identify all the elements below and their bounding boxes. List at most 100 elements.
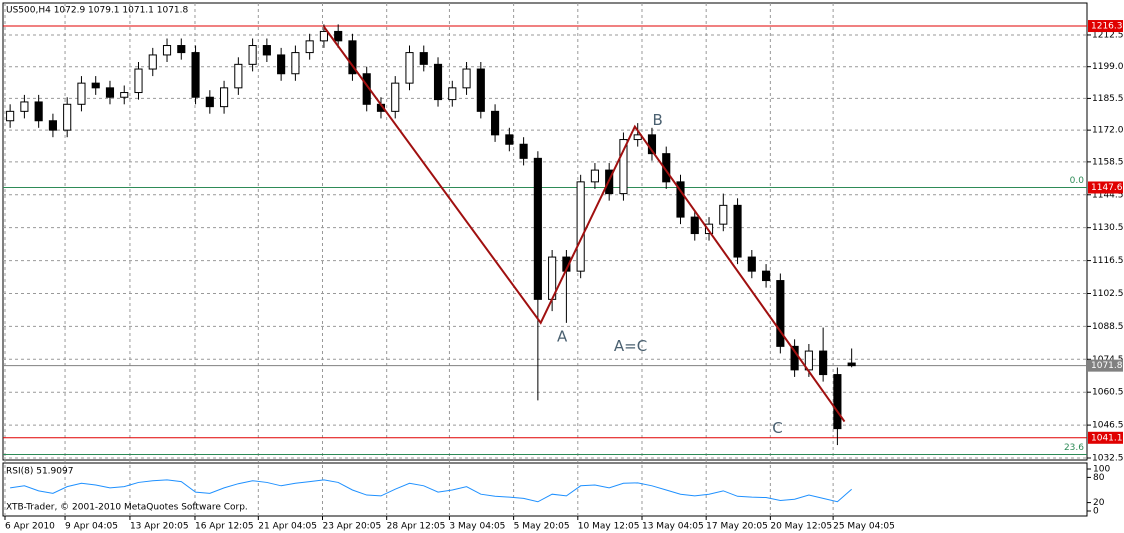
candle-body: [747, 256, 756, 272]
y-tick-label: 1185.5: [1092, 94, 1124, 104]
x-tick-label: 5 May 20:05: [514, 522, 570, 532]
candle-body: [291, 52, 300, 75]
annotation: B: [653, 111, 663, 129]
candle-body: [177, 45, 186, 54]
candle-body: [6, 110, 15, 122]
candle-body: [690, 216, 699, 235]
candle-body: [191, 52, 200, 98]
grid: [3, 3, 1087, 516]
level-box: [1088, 20, 1123, 33]
candle-body: [334, 30, 343, 42]
y-tick-label: 1212.5: [1092, 30, 1124, 40]
candle-body: [348, 40, 357, 75]
rsi-line: [10, 479, 852, 503]
candle-body: [319, 30, 328, 42]
y-tick-label: 1060.5: [1092, 388, 1124, 398]
candle-body: [704, 223, 714, 235]
level-label: 1041.1: [1091, 433, 1123, 443]
candle-body: [391, 82, 400, 112]
x-tick-label: 17 May 20:05: [706, 522, 768, 532]
candle-body: [262, 45, 271, 56]
x-tick-label: 28 Apr 12:05: [387, 522, 446, 532]
candle-body: [676, 181, 685, 218]
x-tick-label: 20 May 12:05: [770, 522, 832, 532]
candle-body: [819, 350, 828, 376]
candle-body: [733, 204, 742, 258]
candle-body: [20, 101, 29, 112]
x-tick-label: 25 May 04:05: [833, 522, 895, 532]
x-tick-label: 10 May 12:05: [578, 522, 640, 532]
y-tick-label: 80: [1093, 473, 1105, 483]
y-tick-label: 1032.5: [1092, 454, 1124, 464]
level-label: 1216.3: [1091, 22, 1123, 32]
footer: XTB-Trader, © 2001-2010 MetaQuotes Softw…: [6, 503, 248, 513]
candle-body: [847, 362, 856, 367]
main-panel: [2, 2, 1088, 461]
candle-body: [762, 270, 771, 282]
candle-body: [576, 181, 585, 272]
candle-body: [590, 169, 599, 183]
y-tick-label: 1172.0: [1092, 126, 1124, 136]
zigzag: [323, 26, 846, 423]
x-tick-label: 21 Apr 04:05: [258, 522, 317, 532]
candle-body: [234, 63, 243, 89]
candle-body: [105, 87, 115, 98]
candle-body: [277, 54, 286, 75]
candle-body: [662, 153, 671, 183]
x-tick-label: 23 Apr 20:05: [322, 522, 381, 532]
candle-body: [305, 40, 314, 54]
x-tick-label: 9 Apr 04:05: [65, 522, 118, 532]
annotation: C: [772, 419, 782, 437]
fib-label: 23.6: [1064, 443, 1084, 453]
candle-body: [405, 52, 414, 84]
annotation: A: [557, 327, 568, 345]
y-tick-label: 1158.5: [1092, 157, 1124, 167]
rsi-title: RSI(8) 51.9097: [6, 467, 73, 477]
y-tick-label: 1088.5: [1092, 322, 1124, 332]
candle-body: [162, 45, 172, 56]
candle-body: [419, 52, 428, 65]
y-tick-label: 1102.5: [1092, 289, 1124, 299]
x-tick-label: 6 Apr 2010: [5, 522, 55, 532]
candle-body: [63, 103, 72, 131]
x-tick-label: 3 May 04:05: [449, 522, 505, 532]
fib-label: 0.0: [1070, 176, 1085, 186]
candle-body: [205, 96, 214, 108]
candle-body: [476, 68, 485, 112]
y-tick-label: 20: [1093, 498, 1105, 508]
candle-body: [833, 374, 842, 430]
level-box: [1088, 181, 1123, 194]
y-tick-label: 1144.5: [1092, 190, 1124, 200]
candle-body: [462, 68, 471, 89]
y-tick-label: 1046.5: [1092, 421, 1124, 431]
candle-body: [491, 110, 500, 136]
candle-body: [533, 157, 542, 300]
y-tick-label: 100: [1093, 465, 1110, 475]
x-tick-label: 16 Apr 12:05: [195, 522, 254, 532]
annotation: A=C: [614, 337, 647, 355]
candle-body: [77, 82, 86, 105]
level-box: [1088, 431, 1123, 444]
candle-body: [48, 120, 57, 131]
candle-body: [619, 139, 628, 195]
candle-body: [248, 45, 257, 65]
candle-body: [433, 63, 443, 101]
candle-body: [719, 204, 728, 225]
y-tick-label: 1130.5: [1092, 223, 1124, 233]
rsi-panel: [2, 462, 1088, 517]
candle-body: [790, 345, 799, 371]
candle-body: [448, 87, 457, 101]
candle-body: [91, 82, 100, 89]
candle-body: [505, 134, 514, 145]
candle-body: [120, 92, 129, 98]
level-label: 1071.8: [1091, 361, 1123, 371]
candle-body: [220, 87, 229, 108]
candle-body: [134, 68, 143, 94]
level-label: 1147.6: [1091, 183, 1123, 193]
candle-body: [776, 280, 785, 347]
candle-body: [34, 101, 43, 122]
level-box: [1088, 359, 1123, 372]
y-tick-label: 1116.5: [1092, 256, 1124, 266]
chart-title: US500,H4 1072.9 1079.1 1071.1 1071.8: [6, 6, 189, 16]
